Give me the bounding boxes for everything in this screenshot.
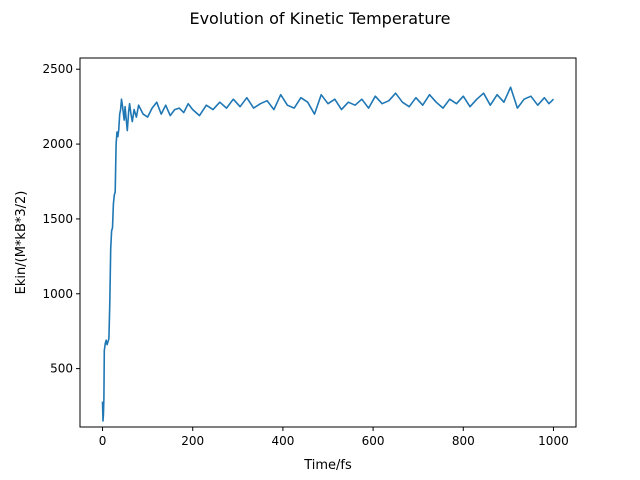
x-tick-label: 800 (452, 434, 475, 448)
plot-frame (79, 57, 577, 428)
y-axis-label: Ekin/(M*kB*3/2) (14, 191, 29, 295)
x-axis-label: Time/fs (303, 458, 352, 473)
axis-ticks: 0 200 400 600 800 1000 500 1000 1500 2000 2500 (42, 62, 568, 448)
y-tick-label: 500 (50, 362, 73, 376)
chart-title: Evolution of Kinetic Temperature (189, 9, 450, 28)
series-line (101, 86, 555, 422)
x-tick-label: 400 (271, 434, 294, 448)
y-tick-label: 1000 (42, 287, 73, 301)
y-tick-label: 2000 (42, 137, 73, 151)
x-tick-label: 200 (181, 434, 204, 448)
y-tick-label: 1500 (42, 212, 73, 226)
x-tick-label: 600 (362, 434, 385, 448)
x-tick-label: 0 (99, 434, 107, 448)
plot-area (101, 86, 555, 422)
x-tick-label: 1000 (538, 434, 569, 448)
y-tick-label: 2500 (42, 62, 73, 76)
